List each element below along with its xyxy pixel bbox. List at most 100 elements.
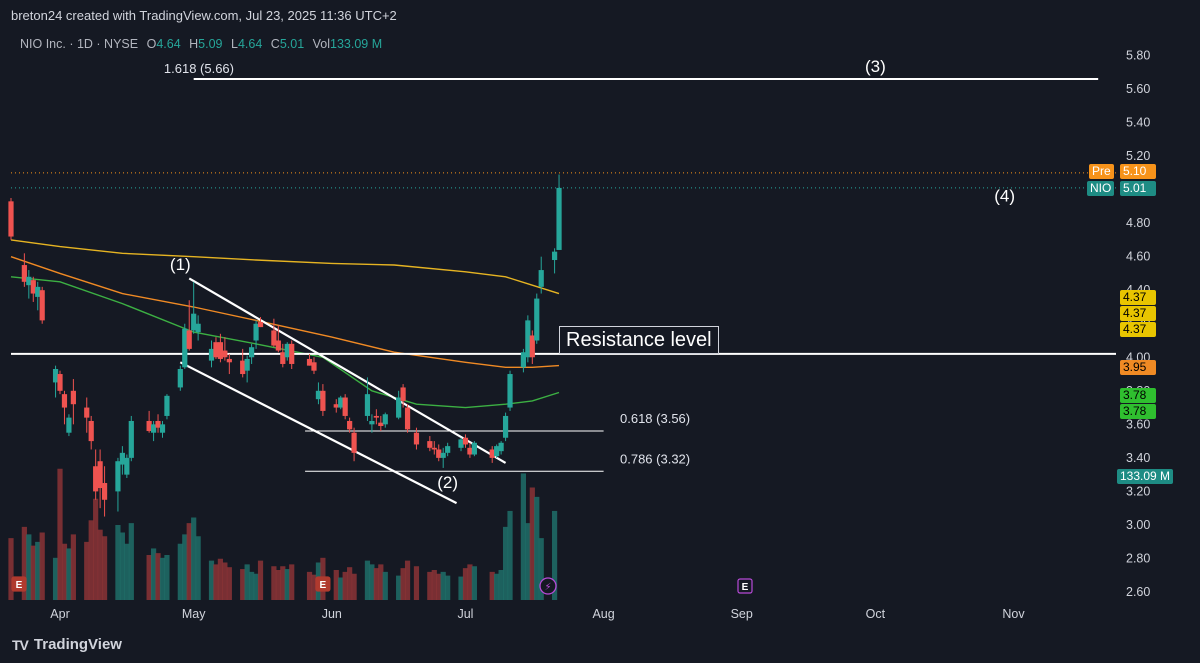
tradingview-logo-icon: TV [12, 636, 29, 653]
volume-bar [244, 564, 250, 600]
volume-bar [467, 564, 473, 600]
x-axis-tick-label: May [182, 607, 206, 621]
y-axis-tick-label: 5.20 [1126, 149, 1150, 163]
volume-bar [217, 558, 224, 600]
candle-body [351, 432, 357, 453]
candle-body [70, 390, 76, 405]
candle-body [208, 348, 215, 361]
candle-body [440, 452, 446, 458]
candle-body [311, 362, 317, 371]
candle-body [222, 350, 228, 358]
candle-body [320, 390, 326, 411]
fib-0618-label: 0.618 (3.56) [620, 411, 690, 426]
symbol-info[interactable]: NIO Inc. · 1D · NYSE [20, 37, 139, 51]
volume-bar [284, 569, 290, 600]
volume-bar [164, 555, 170, 600]
volume-bar [66, 548, 72, 600]
volume-bar [35, 541, 41, 600]
moving-average-line [10, 239, 560, 295]
volume-bar [520, 473, 526, 600]
ohlc-legend: NIO Inc. · 1D · NYSE O4.64 H5.09 L4.64 C… [20, 37, 387, 51]
volume-bar [396, 575, 402, 600]
candle-body [30, 280, 36, 294]
earnings-icon-glyph: E [16, 580, 23, 591]
volume-bar [222, 562, 228, 600]
candle-body [88, 420, 94, 442]
candle-body [195, 323, 201, 333]
volume-bar [30, 545, 36, 600]
volume-bar [249, 571, 255, 600]
volume-bar [177, 543, 183, 600]
candle-body [52, 369, 59, 383]
candle-body [61, 394, 68, 408]
volume-bar [378, 564, 384, 600]
volume-bar [191, 517, 197, 600]
volume-bar [529, 487, 535, 600]
resistance-label[interactable]: Resistance level [559, 326, 719, 354]
moving-averages [10, 239, 560, 409]
y-axis-tick-label: 5.60 [1126, 82, 1150, 96]
ma50-badge-2: 3.78 [1120, 404, 1156, 419]
volume-bar [271, 566, 277, 600]
volume-bar [213, 564, 219, 600]
volume-bar [525, 523, 531, 600]
attribution-text: breton24 created with TradingView.com, J… [11, 8, 397, 23]
volume-bar [186, 523, 192, 600]
volume-bar [195, 536, 201, 600]
candle-body [8, 201, 14, 237]
wave-label: (2) [437, 473, 458, 492]
volume-bar [462, 568, 469, 600]
volume-bar [333, 570, 339, 600]
candle-body [462, 437, 469, 445]
volume-bar [101, 536, 108, 600]
volume-bar [240, 569, 246, 600]
tradingview-branding[interactable]: TV TradingView [12, 636, 122, 653]
candle-body [244, 358, 250, 371]
wave-label: (1) [170, 255, 191, 274]
high-value: 5.09 [198, 37, 223, 51]
volume-bar [97, 529, 103, 600]
volume-bar [39, 532, 45, 600]
brand-name: TradingView [33, 636, 122, 653]
candle-body [119, 452, 125, 465]
volume-bar [115, 525, 121, 600]
ma200-badge-1: 4.37 [1120, 290, 1156, 305]
candle-body [551, 251, 558, 261]
horizontal-levels [11, 77, 1116, 472]
volume-bar [404, 560, 411, 600]
volume-bar [61, 543, 68, 600]
volume-bar [538, 538, 544, 600]
volume-bar [534, 496, 540, 600]
last-price-badge: 5.01 [1120, 181, 1156, 196]
y-axis-tick-label: 2.80 [1126, 551, 1150, 565]
candle-body [333, 404, 339, 408]
candle-body [240, 360, 246, 375]
candle-body [529, 335, 535, 358]
close-label: C [270, 37, 280, 51]
x-axis-tick-label: Apr [50, 607, 69, 621]
y-axis-tick-label: 4.60 [1126, 250, 1150, 264]
volume-bar [458, 576, 464, 600]
descending-channel [179, 277, 507, 505]
open-value: 4.64 [156, 37, 181, 51]
symbol-label-badge: NIO [1087, 181, 1115, 196]
volume-bars [8, 468, 558, 600]
y-axis-tick-label: 5.40 [1126, 116, 1150, 130]
candle-body [471, 442, 477, 455]
candle-body [115, 461, 121, 492]
candle-body [338, 397, 344, 408]
earnings-icon [11, 576, 27, 592]
volume-bar [280, 566, 286, 600]
candle-body [396, 397, 402, 418]
candle-body [124, 457, 130, 475]
volume-bar [159, 557, 166, 600]
candle-body [494, 446, 500, 457]
candle-body [257, 322, 264, 328]
candle-body [97, 461, 103, 489]
volume-label: Vol [312, 37, 331, 51]
candle-body [280, 352, 286, 364]
candle-body [520, 352, 526, 368]
volume-bar [551, 510, 558, 600]
event-e-icon [737, 578, 753, 594]
